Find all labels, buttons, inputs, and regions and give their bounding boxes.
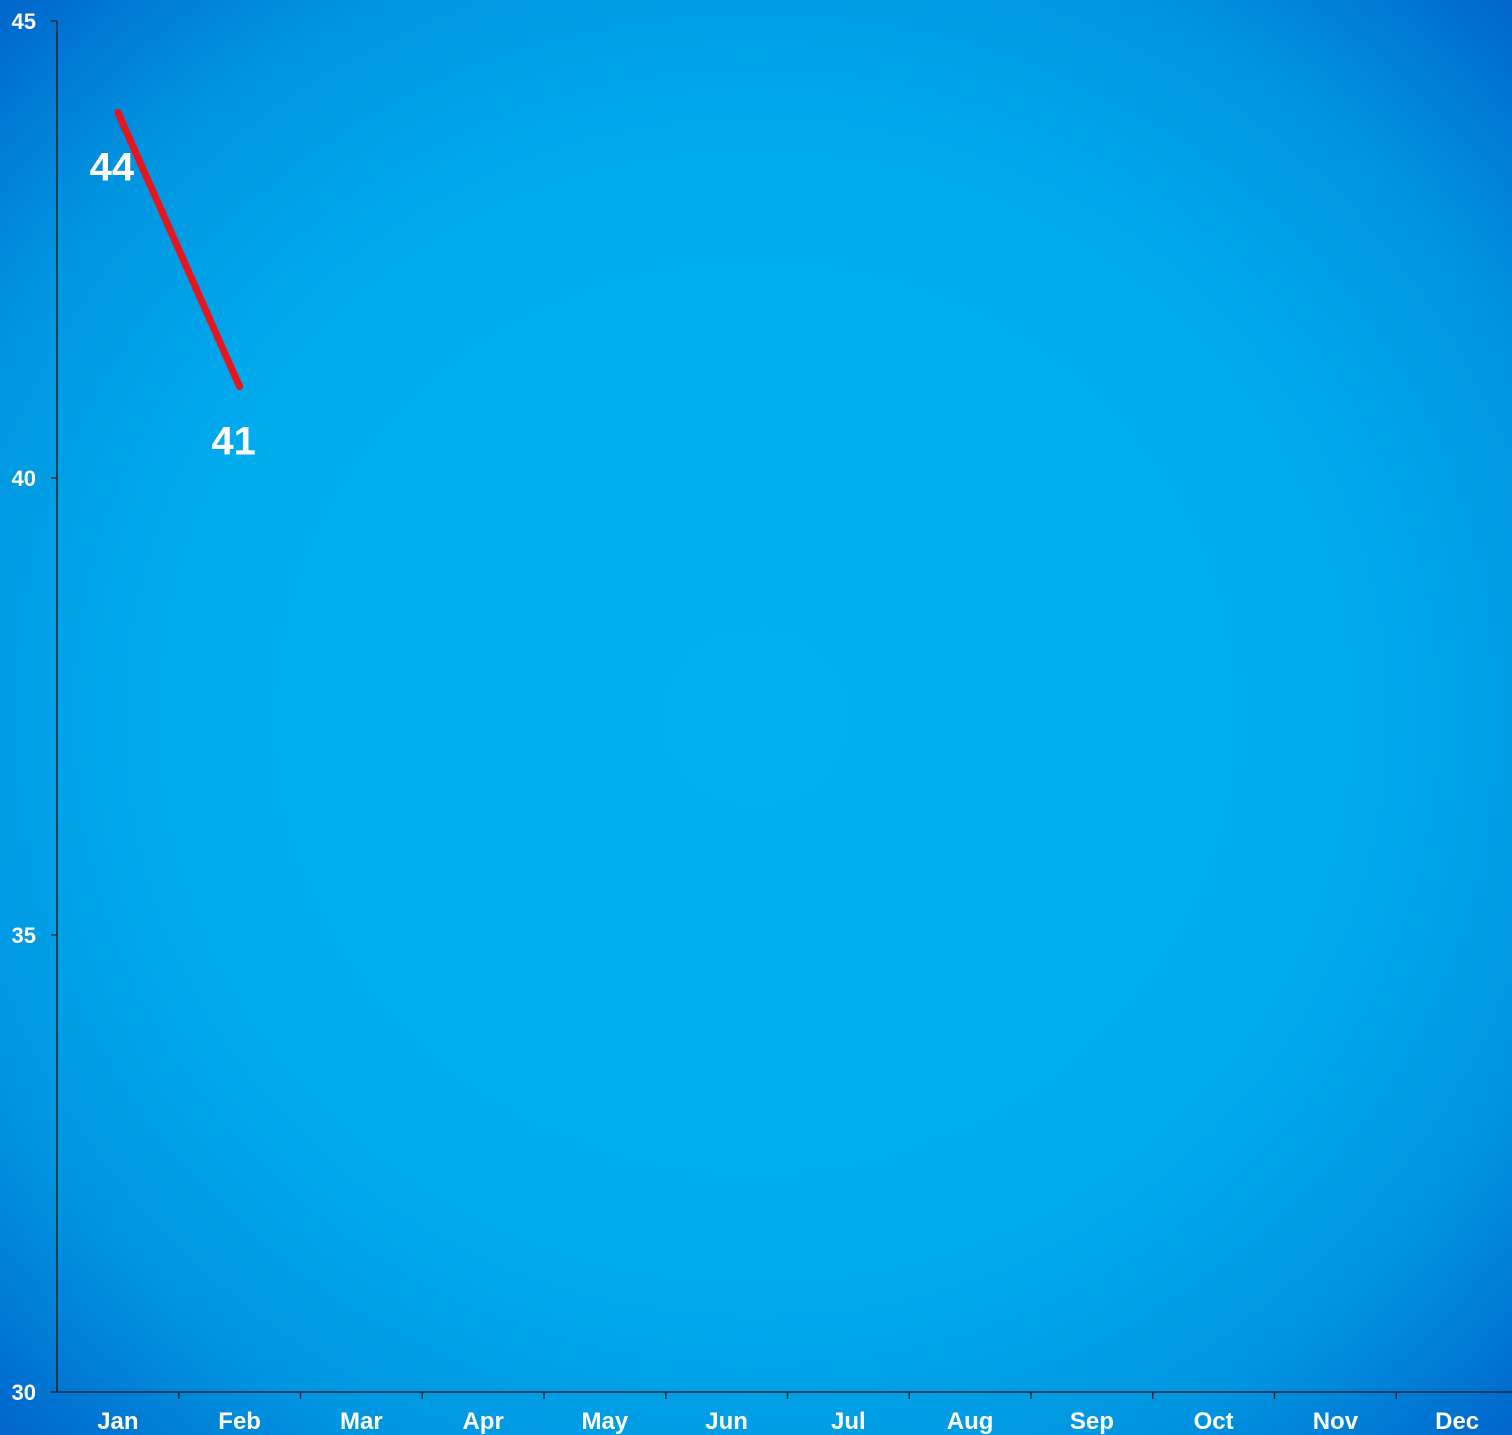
x-tick-label: Jun bbox=[705, 1408, 748, 1435]
x-tick-label: Sep bbox=[1070, 1408, 1114, 1435]
series-line-segment bbox=[114, 108, 244, 391]
x-tick-label: Oct bbox=[1194, 1408, 1234, 1435]
data-label: 41 bbox=[211, 420, 256, 464]
y-tick-label: 45 bbox=[12, 9, 36, 34]
y-tick-label: 40 bbox=[12, 466, 36, 491]
axes: 30 35 40 45 Jan Feb Mar Apr May Jun Jul Aug Sep Oct No… bbox=[12, 9, 1512, 1435]
x-tick-label: Nov bbox=[1313, 1408, 1359, 1435]
y-tick-label: 35 bbox=[12, 923, 36, 948]
x-tick-label: Jul bbox=[831, 1408, 866, 1435]
x-tick-label: Mar bbox=[340, 1408, 383, 1435]
series-layer bbox=[114, 108, 244, 391]
data-labels: 44 41 bbox=[90, 145, 256, 463]
x-tick-label: Aug bbox=[947, 1408, 994, 1435]
x-tick-label: Apr bbox=[462, 1408, 503, 1435]
data-label: 44 bbox=[90, 145, 135, 189]
x-tick-label: Dec bbox=[1435, 1408, 1479, 1435]
x-tick-label: Jan bbox=[97, 1408, 138, 1435]
x-tick-label: May bbox=[582, 1408, 629, 1435]
x-tick-label: Feb bbox=[218, 1408, 261, 1435]
y-tick-label: 30 bbox=[12, 1380, 36, 1405]
